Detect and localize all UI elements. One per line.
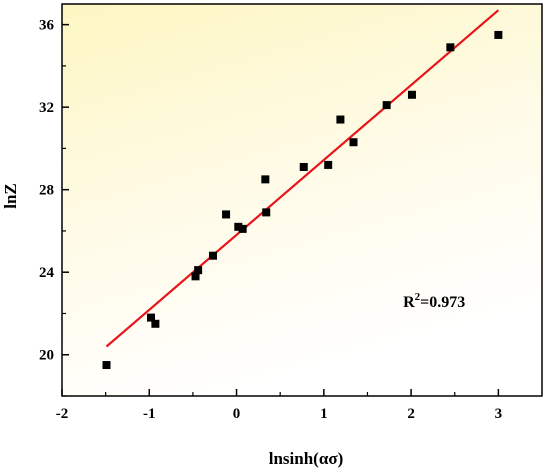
data-point [208,251,217,260]
y-axis-title: lnZ [1,183,20,209]
data-point [234,222,243,231]
y-tick-label: 32 [39,100,54,116]
data-point [261,175,270,184]
y-tick-label: 28 [39,183,54,199]
y-tick-label: 20 [39,348,54,364]
data-point [324,160,333,169]
x-tick-label: -1 [143,406,156,422]
r-squared-annotation: R2=0.973 [403,291,465,311]
x-tick-label: 0 [233,406,241,422]
data-point [238,224,247,233]
x-tick-label: -2 [56,406,69,422]
x-axis-title: lnsinh(ασ) [269,449,343,468]
data-point [151,319,160,328]
data-point [349,138,358,147]
data-point [194,266,203,275]
r-squared-base: R [403,294,415,311]
y-tick-label: 36 [39,18,55,34]
data-point [102,361,111,370]
data-point [382,101,391,110]
plot-background [62,4,542,396]
x-tick-label: 3 [495,406,503,422]
data-point [222,210,231,219]
data-point [147,313,156,322]
x-tick-label: 2 [407,406,415,422]
y-tick-label: 24 [39,265,55,281]
data-point [299,162,308,171]
data-point [336,115,345,124]
data-point [262,208,271,217]
data-point [446,43,455,52]
plot-frame [61,3,543,397]
data-point [191,272,200,281]
fit-line [105,9,500,348]
data-point [494,30,503,39]
r-squared-sup: 2 [415,291,421,303]
x-tick-label: 1 [320,406,328,422]
r-squared-value: =0.973 [420,294,465,311]
data-point [407,90,416,99]
